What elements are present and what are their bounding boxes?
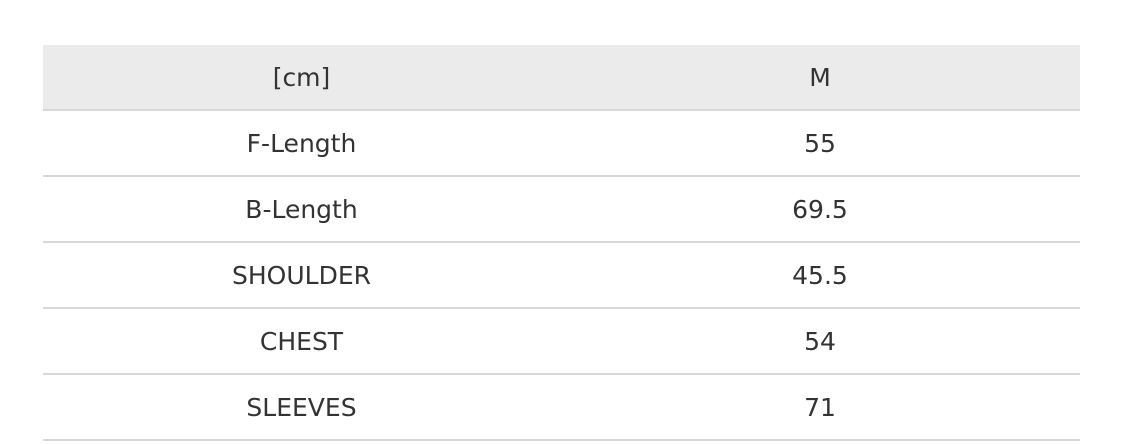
measurement-label: CHEST — [43, 308, 560, 375]
table-row: SHOULDER 45.5 — [43, 242, 1080, 309]
table-row: SLEEVES 71 — [43, 374, 1080, 441]
measurement-label: SLEEVES — [43, 374, 560, 441]
measurement-value: 45.5 — [560, 242, 1080, 309]
table-row: F-Length 55 — [43, 110, 1080, 177]
table-row: B-Length 69.5 — [43, 176, 1080, 243]
header-unit: [cm] — [43, 45, 560, 111]
size-table: [cm] M F-Length 55 B-Length 69.5 SHOULDE… — [43, 45, 1080, 441]
table-row: CHEST 54 — [43, 308, 1080, 375]
measurement-value: 55 — [560, 110, 1080, 177]
measurement-value: 54 — [560, 308, 1080, 375]
measurement-label: SHOULDER — [43, 242, 560, 309]
header-size-m: M — [560, 45, 1080, 111]
measurement-value: 69.5 — [560, 176, 1080, 243]
measurement-label: B-Length — [43, 176, 560, 243]
header-row: [cm] M — [43, 45, 1080, 111]
measurement-value: 71 — [560, 374, 1080, 441]
measurement-label: F-Length — [43, 110, 560, 177]
